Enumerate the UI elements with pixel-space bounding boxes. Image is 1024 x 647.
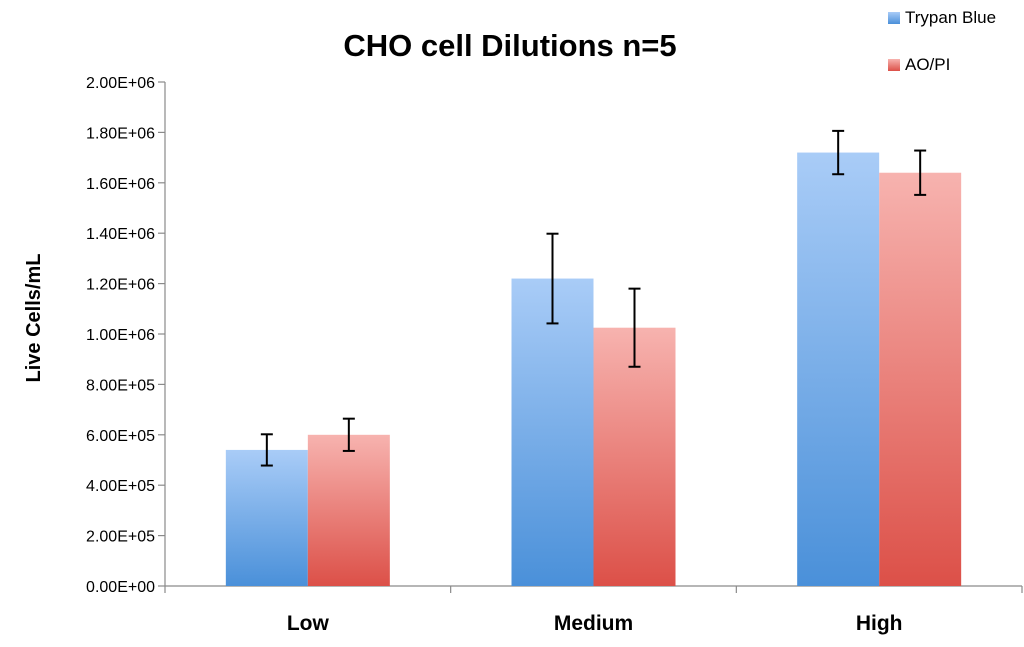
legend-label-trypan-blue: Trypan Blue xyxy=(905,8,996,27)
error-bar-trypan-blue-medium xyxy=(546,232,559,325)
axes: 0.00E+00 2.00E+05 4.00E+05 6.00E+05 8.00E+05… xyxy=(86,75,1023,635)
legend-label-ao-pi: AO/PI xyxy=(905,55,950,74)
legend: Trypan Blue AO/PI xyxy=(888,8,996,74)
x-tick-label-medium: Medium xyxy=(554,612,633,635)
y-tick-label: 1.20E+06 xyxy=(86,277,155,294)
bar-ao-pi-low xyxy=(307,434,390,586)
bar-ao-pi-high xyxy=(879,172,962,586)
bar-trypan-blue-medium xyxy=(511,278,594,586)
bars xyxy=(225,152,962,586)
y-tick-label: 0.00E+00 xyxy=(86,579,155,596)
y-tick-label: 1.60E+06 xyxy=(86,176,155,193)
x-tick-label-high: High xyxy=(856,612,903,635)
y-tick-label: 1.00E+06 xyxy=(86,327,155,344)
y-tick-label: 4.00E+05 xyxy=(86,478,155,495)
x-tick-label-low: Low xyxy=(287,612,330,635)
error-bar-trypan-blue-low xyxy=(260,433,273,467)
error-bar-ao-pi-low xyxy=(342,417,355,452)
y-tick-label: 2.00E+05 xyxy=(86,529,155,546)
chart-title: CHO cell Dilutions n=5 xyxy=(343,28,676,63)
error-bar-ao-pi-medium xyxy=(628,287,641,368)
bar-trypan-blue-high xyxy=(797,152,880,586)
y-tick-label: 6.00E+05 xyxy=(86,428,155,445)
bar-ao-pi-medium xyxy=(593,327,676,586)
legend-swatch-ao-pi xyxy=(888,59,900,71)
y-axis-label: Live Cells/mL xyxy=(23,254,45,383)
bar-trypan-blue-low xyxy=(225,449,308,586)
y-tick-label: 2.00E+06 xyxy=(86,75,155,92)
error-bars xyxy=(260,129,927,467)
y-tick-label: 1.80E+06 xyxy=(86,125,155,142)
error-bar-trypan-blue-high xyxy=(832,129,845,176)
y-tick-label: 8.00E+05 xyxy=(86,377,155,394)
error-bar-ao-pi-high xyxy=(914,149,927,196)
y-tick-label: 1.40E+06 xyxy=(86,226,155,243)
legend-swatch-trypan-blue xyxy=(888,12,900,24)
